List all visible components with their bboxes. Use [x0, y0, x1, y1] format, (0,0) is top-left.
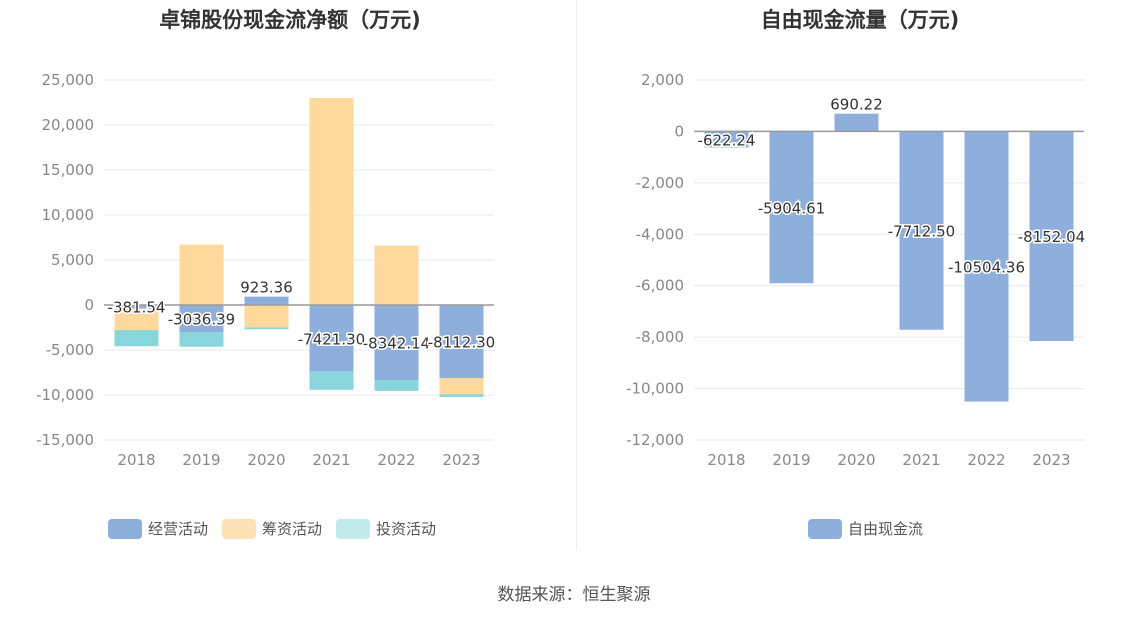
chart0-bar-2-4 — [374, 380, 419, 391]
chart0-bar-0-4 — [374, 305, 419, 381]
chart0-bar-0-0 — [114, 305, 159, 309]
chart0-xtick-label: 2020 — [247, 451, 285, 469]
chart0-bar-1-0 — [114, 308, 159, 331]
chart1-xtick-label: 2020 — [837, 451, 875, 469]
chart0-ytick-label: 5,000 — [51, 251, 94, 269]
legend-swatch-free-cash-flow — [808, 518, 842, 539]
chart1-ytick-label: -6,000 — [636, 277, 684, 295]
chart0-bar-1-3 — [309, 98, 354, 305]
chart1-ytick-label: -2,000 — [636, 174, 684, 192]
chart0-ytick-label: 10,000 — [42, 206, 95, 224]
chart0-xtick-label: 2023 — [442, 451, 480, 469]
chart0-ytick-label: 15,000 — [42, 161, 95, 179]
legend-swatch-investing — [336, 518, 371, 539]
chart1-bar-0-2 — [834, 113, 879, 132]
chart0-xtick-label: 2019 — [182, 451, 220, 469]
chart1-xtick-label: 2022 — [967, 451, 1005, 469]
legend-swatch-operating — [108, 518, 142, 539]
chart0-data-label: -3036.39 — [168, 311, 235, 329]
legend-label-free-cash-flow: 自由现金流 — [848, 520, 924, 538]
chart1-bar-0-4 — [964, 131, 1009, 402]
chart1-data-label: -622.24 — [698, 131, 756, 149]
chart1-data-label: -10504.36 — [948, 258, 1025, 276]
legend-label-investing: 投资活动 — [376, 520, 437, 538]
chart1-ytick-label: 2,000 — [641, 71, 684, 89]
chart1-ytick-label: 0 — [674, 122, 684, 140]
chart0-bar-0-3 — [309, 305, 354, 372]
chart1-data-label: -5904.61 — [758, 199, 825, 217]
chart0-bar-1-2 — [244, 305, 289, 328]
legend-item-operating[interactable]: 经营活动 — [108, 518, 208, 539]
chart1-bar-0-3 — [899, 131, 944, 330]
legend-label-financing: 筹资活动 — [262, 520, 323, 538]
chart0-bar-1-4 — [374, 245, 419, 305]
chart1-data-label: -8152.04 — [1018, 228, 1085, 246]
chart0-ytick-label: 20,000 — [42, 116, 95, 134]
chart0-bar-2-0 — [114, 330, 159, 347]
chart0-bar-1-1 — [179, 244, 224, 305]
right-chart-title: 自由现金流量（万元) — [760, 8, 960, 32]
chart0-data-label: 923.36 — [240, 279, 293, 297]
chart1-bar-0-0 — [704, 131, 749, 148]
chart0-bar-2-2 — [244, 327, 289, 330]
chart0-ytick-label: 25,000 — [42, 71, 95, 89]
legend-swatch-financing — [222, 518, 257, 539]
chart0-data-label: -8342.14 — [363, 335, 430, 353]
chart-divider — [576, 0, 577, 550]
chart1-ytick-label: -8,000 — [636, 328, 684, 346]
legend-label-operating: 经营活动 — [148, 520, 209, 538]
chart1-ytick-label: -10,000 — [626, 380, 684, 398]
data-source-note: 数据来源：恒生聚源 — [497, 585, 651, 605]
chart1-ytick-label: -12,000 — [626, 431, 684, 449]
chart1-xtick-label: 2023 — [1032, 451, 1070, 469]
chart0-xtick-label: 2022 — [377, 451, 415, 469]
chart1-xtick-label: 2019 — [772, 451, 810, 469]
legend-item-investing[interactable]: 投资活动 — [336, 518, 436, 539]
chart0-bar-0-2 — [244, 296, 289, 305]
chart1-data-label: -7712.50 — [888, 223, 955, 241]
chart0-bar-1-5 — [439, 378, 484, 395]
chart0-bar-0-5 — [439, 305, 484, 379]
chart0-bar-2-3 — [309, 371, 354, 390]
right-legend: 自由现金流 — [808, 518, 937, 539]
legend-item-financing[interactable]: 筹资活动 — [222, 518, 322, 539]
chart0-bar-2-5 — [439, 394, 484, 397]
chart0-data-label: -7421.30 — [298, 330, 365, 348]
chart1-xtick-label: 2021 — [902, 451, 940, 469]
chart0-ytick-label: -15,000 — [36, 431, 94, 449]
left-chart-title: 卓锦股份现金流净额（万元) — [159, 8, 421, 32]
chart0-bar-2-1 — [179, 332, 224, 347]
left-legend: 经营活动 筹资活动 投资活动 — [108, 518, 450, 539]
chart0-data-label: -381.54 — [108, 299, 166, 317]
chart1-xtick-label: 2018 — [707, 451, 745, 469]
chart0-ytick-label: -10,000 — [36, 386, 94, 404]
chart1-data-label: 690.22 — [830, 96, 883, 114]
chart0-xtick-label: 2021 — [312, 451, 350, 469]
chart1-bar-0-1 — [769, 131, 814, 284]
chart0-xtick-label: 2018 — [117, 451, 155, 469]
chart1-bar-0-5 — [1029, 131, 1074, 342]
chart0-ytick-label: 0 — [84, 296, 94, 314]
chart0-ytick-label: -5,000 — [46, 341, 94, 359]
chart1-ytick-label: -4,000 — [636, 225, 684, 243]
legend-item-free-cash-flow[interactable]: 自由现金流 — [808, 518, 923, 539]
chart0-bar-0-1 — [179, 305, 224, 333]
chart0-data-label: -8112.30 — [428, 334, 495, 352]
